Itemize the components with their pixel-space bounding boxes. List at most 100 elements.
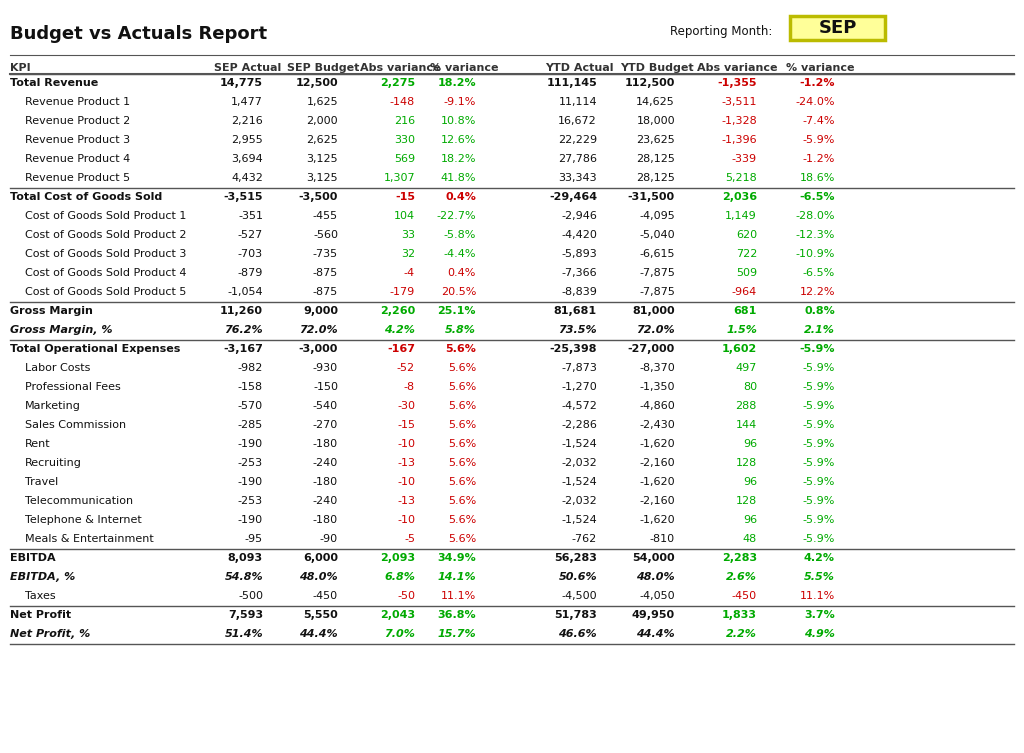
Text: 5,550: 5,550 [303,610,338,620]
Text: -180: -180 [313,515,338,525]
Text: 5.6%: 5.6% [447,363,476,373]
Text: Labor Costs: Labor Costs [25,363,90,373]
Text: -8: -8 [403,382,415,392]
Text: Recruiting: Recruiting [25,458,82,468]
Text: -10.9%: -10.9% [796,249,835,259]
Text: -3,167: -3,167 [223,344,263,354]
Text: 36.8%: 36.8% [437,610,476,620]
Text: Revenue Product 3: Revenue Product 3 [25,135,130,145]
Text: -150: -150 [313,382,338,392]
Text: 5.6%: 5.6% [447,534,476,544]
Text: 128: 128 [736,496,757,506]
Text: Revenue Product 5: Revenue Product 5 [25,173,130,183]
Text: % variance: % variance [430,63,499,73]
Text: -2,430: -2,430 [639,420,675,430]
Text: 111,145: 111,145 [546,78,597,88]
Text: -8,839: -8,839 [561,287,597,297]
Text: 3,694: 3,694 [231,154,263,164]
Text: -179: -179 [390,287,415,297]
Text: -5.9%: -5.9% [803,363,835,373]
Text: Revenue Product 4: Revenue Product 4 [25,154,130,164]
Text: 2.1%: 2.1% [804,325,835,335]
Text: 18.2%: 18.2% [437,78,476,88]
Text: -6.5%: -6.5% [800,192,835,202]
Text: -570: -570 [238,401,263,411]
Text: -1,270: -1,270 [561,382,597,392]
Text: -1,524: -1,524 [561,515,597,525]
Text: Meals & Entertainment: Meals & Entertainment [25,534,154,544]
Text: Total Cost of Goods Sold: Total Cost of Goods Sold [10,192,162,202]
Text: -7.4%: -7.4% [803,116,835,126]
Text: Gross Margin, %: Gross Margin, % [10,325,113,335]
Text: Total Operational Expenses: Total Operational Expenses [10,344,180,354]
Text: -500: -500 [238,591,263,601]
Text: 41.8%: 41.8% [440,173,476,183]
Text: -9.1%: -9.1% [443,97,476,107]
Text: Marketing: Marketing [25,401,81,411]
Text: 2,283: 2,283 [722,553,757,563]
Text: % variance: % variance [785,63,854,73]
Text: -455: -455 [313,211,338,221]
Text: YTD Budget: YTD Budget [621,63,694,73]
Text: 33,343: 33,343 [558,173,597,183]
Text: 76.2%: 76.2% [224,325,263,335]
Text: 569: 569 [394,154,415,164]
Text: 48.0%: 48.0% [636,572,675,582]
Text: Professional Fees: Professional Fees [25,382,121,392]
Text: 5.6%: 5.6% [445,344,476,354]
Text: Sales Commission: Sales Commission [25,420,126,430]
Text: -3,515: -3,515 [223,192,263,202]
Text: Cost of Goods Sold Product 4: Cost of Goods Sold Product 4 [25,268,186,278]
Text: -190: -190 [238,515,263,525]
Text: Cost of Goods Sold Product 3: Cost of Goods Sold Product 3 [25,249,186,259]
Text: 12,500: 12,500 [295,78,338,88]
Text: 2.2%: 2.2% [726,629,757,639]
Text: 72.0%: 72.0% [636,325,675,335]
Text: 2,036: 2,036 [722,192,757,202]
Text: 14,625: 14,625 [636,97,675,107]
Text: 18.2%: 18.2% [440,154,476,164]
Text: 72.0%: 72.0% [299,325,338,335]
Text: -7,875: -7,875 [639,287,675,297]
Text: -339: -339 [732,154,757,164]
Text: Taxes: Taxes [25,591,55,601]
Text: 5.6%: 5.6% [447,477,476,487]
Text: 54,000: 54,000 [633,553,675,563]
Text: -879: -879 [238,268,263,278]
Text: -5.9%: -5.9% [803,515,835,525]
Text: Telecommunication: Telecommunication [25,496,133,506]
Text: 2,275: 2,275 [380,78,415,88]
Text: 509: 509 [736,268,757,278]
Text: 4.2%: 4.2% [384,325,415,335]
Text: 144: 144 [736,420,757,430]
Text: 51,783: 51,783 [554,610,597,620]
Text: 44.4%: 44.4% [299,629,338,639]
Text: 11,260: 11,260 [220,306,263,316]
Text: -15: -15 [397,420,415,430]
Text: 32: 32 [400,249,415,259]
Text: -1,355: -1,355 [718,78,757,88]
Text: -180: -180 [313,439,338,449]
Text: -5.9%: -5.9% [803,439,835,449]
Text: 54.8%: 54.8% [224,572,263,582]
Text: -31,500: -31,500 [628,192,675,202]
Text: -90: -90 [319,534,338,544]
Text: -875: -875 [312,287,338,297]
Text: Budget vs Actuals Report: Budget vs Actuals Report [10,25,267,43]
Text: 11.1%: 11.1% [800,591,835,601]
Text: -875: -875 [312,268,338,278]
Text: 2.6%: 2.6% [726,572,757,582]
Text: 12.6%: 12.6% [440,135,476,145]
Text: -4,860: -4,860 [639,401,675,411]
Text: 5.6%: 5.6% [447,420,476,430]
Text: -4,572: -4,572 [561,401,597,411]
Text: -5.9%: -5.9% [803,420,835,430]
Text: 46.6%: 46.6% [558,629,597,639]
Text: -22.7%: -22.7% [436,211,476,221]
Text: EBITDA: EBITDA [10,553,55,563]
Text: Telephone & Internet: Telephone & Internet [25,515,141,525]
Text: 5.6%: 5.6% [447,496,476,506]
Text: 4.9%: 4.9% [804,629,835,639]
Text: -2,032: -2,032 [561,458,597,468]
Text: -735: -735 [313,249,338,259]
